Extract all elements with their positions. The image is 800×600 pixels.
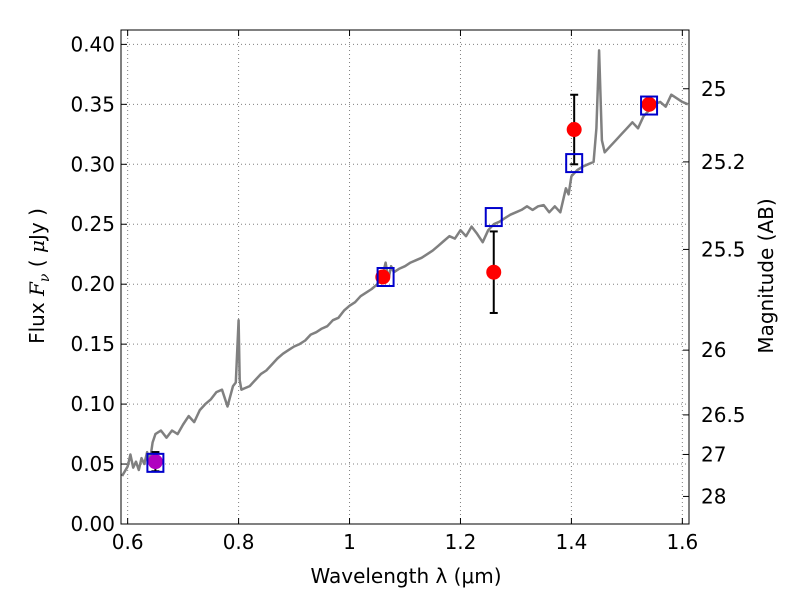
y-tick-label: 0.00 [70,512,115,536]
x-tick-label: 0.6 [112,530,144,554]
right-tick-label: 26.5 [701,403,746,427]
x-tick-label: 1 [343,530,356,554]
y-tick-label: 0.25 [70,212,115,236]
right-tick-label: 25 [701,77,726,101]
right-tick-label: 25.2 [701,150,746,174]
y-tick-label: 0.10 [70,392,115,416]
plot-area [121,49,689,477]
plot-frame [120,29,690,525]
observed-flux-point [641,96,657,112]
observed-flux-point [375,269,391,285]
x-tick-label: 1.2 [445,530,477,554]
model-spectrum-line [121,49,689,477]
y-tick-label: 0.20 [70,272,115,296]
y-axis-title: Flux Fν ( μJy ) [25,208,53,344]
x-tick-label: 0.8 [223,530,255,554]
right-tick-label: 26 [701,338,726,362]
right-axis-title: Magnitude (AB) [754,198,778,353]
synthetic-flux-square [640,95,659,116]
right-tick-label: 28 [701,484,726,508]
synthetic-flux-square [146,452,165,473]
synthetic-flux-square [376,267,395,287]
right-magnitude-axis: 25 25.2 25.5 26 26.5 27 28 [683,77,746,508]
y-tick-label: 0.35 [70,92,115,116]
y-tick-label: 0.05 [70,452,115,476]
observed-flux-point [566,122,582,138]
y-tick-label: 0.30 [70,152,115,176]
y-axis: 0.00 0.05 0.10 0.15 0.20 0.25 0.30 0.35 0.40 [70,32,127,536]
x-tick-label: 1.6 [666,530,698,554]
x-axis-title: Wavelength λ (μm) [310,564,501,588]
right-tick-label: 27 [701,442,726,466]
y-tick-label: 0.15 [70,332,115,356]
optical-flux-point [147,454,163,470]
right-tick-label: 25.5 [701,237,746,261]
observed-flux-point [486,264,502,280]
synthetic-flux-square [565,153,584,174]
grid-lines [121,30,689,525]
y-tick-label: 0.40 [70,32,115,56]
x-tick-label: 1.4 [556,530,588,554]
x-axis: 0.6 0.8 1 1.2 1.4 1.6 [112,30,698,554]
synthetic-flux-square [484,207,503,228]
